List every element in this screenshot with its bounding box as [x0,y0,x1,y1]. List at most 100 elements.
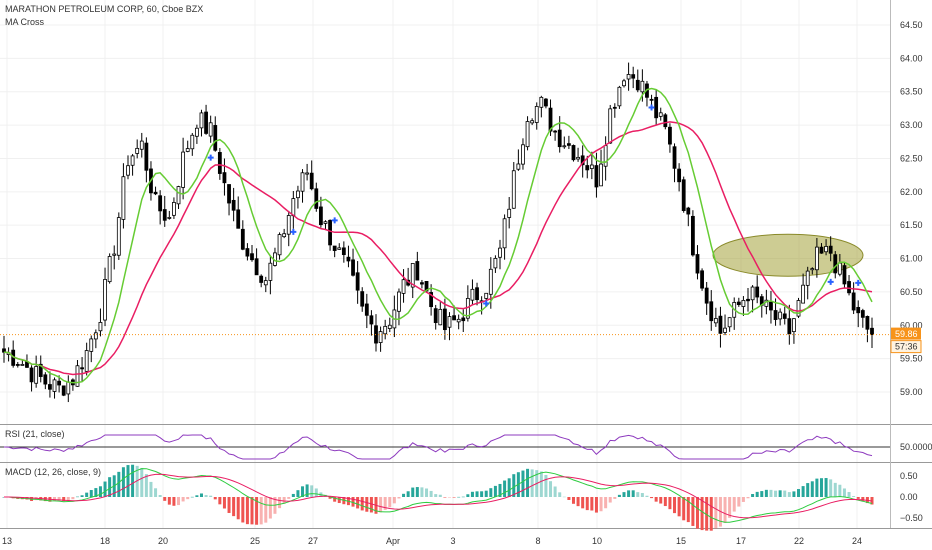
candle-body [475,287,479,301]
candle-body [433,308,438,324]
macd-histogram-bar [521,470,525,497]
macd-histogram-bar [438,494,442,497]
candle-body [865,316,870,330]
candle-body [778,311,783,320]
macd-histogram-bar [305,484,309,497]
candle-body [410,263,415,288]
candle-body [401,279,406,294]
macd-histogram-bar [383,497,387,510]
macd-histogram-bar [227,497,231,513]
candle-body [167,217,172,219]
candle-body [856,307,861,314]
candle-body [658,112,663,117]
candle-body [158,195,163,212]
macd-histogram-bar [728,497,732,518]
macd-signal-line [4,473,873,519]
candle-body [507,208,512,218]
rsi-label: RSI (21, close) [5,429,65,439]
candle-body [612,106,617,109]
candle-body [819,246,824,254]
candle-body [718,315,723,334]
macd-histogram-bar [691,497,695,526]
candle-body [622,80,626,87]
macd-histogram-bar [392,497,396,504]
candle-body [217,152,222,174]
macd-histogram-bar [199,493,203,497]
macd-histogram-bar [530,469,534,497]
candle-body [741,300,746,307]
price-tick-label: 63.50 [900,87,923,97]
macd-histogram-bar [801,486,805,497]
macd-histogram-bar [526,468,530,497]
macd-histogram-bar [218,497,222,505]
candle-body [194,127,199,137]
macd-histogram-bar [425,488,429,497]
candle-body [589,164,594,169]
time-tick-label: 22 [794,536,804,546]
macd-histogram-bar [108,477,112,497]
candle-body [25,361,29,368]
candle-body [176,186,181,205]
price-tick-label: 61.50 [900,220,923,230]
candle-body [847,281,851,294]
macd-histogram-bar [723,497,727,523]
candle-body [534,106,539,123]
macd-tick-label: 0.00 [900,492,918,502]
macd-histogram-bar [232,497,236,517]
rsi-level-label: 50.0000 [900,442,932,452]
candle-body [576,156,580,160]
candle-body [750,286,755,301]
macd-histogram-bar [140,467,144,497]
candle-body [502,218,507,249]
macd-histogram-bar [475,491,479,497]
time-tick-label: 8 [535,536,540,546]
candle-body [516,163,521,170]
ma-cross-marker [483,300,490,307]
macd-histogram-bar [608,497,612,503]
price-tick-label: 64.00 [900,53,923,63]
price-tick-label: 60.00 [900,320,923,330]
macd-histogram-bar [186,497,190,500]
candle-body [649,98,654,101]
macd-tick-label: −0.50 [900,513,923,523]
slow-ma-line [3,121,873,376]
macd-histogram-bar [351,497,355,507]
ma-cross-marker [331,217,338,224]
candle-body [259,275,264,283]
time-tick-label: Apr [386,536,400,546]
macd-histogram-bar [457,496,461,498]
macd-histogram-bar [241,497,245,523]
candle-body [566,143,571,146]
macd-histogram-bar [654,497,658,502]
candle-body [351,259,355,276]
candle-body [34,366,39,384]
candle-body [438,308,443,326]
macd-histogram-bar [847,492,851,497]
candle-body [38,363,43,377]
macd-histogram-bar [760,491,764,497]
macd-histogram-bar [411,487,415,497]
candle-body [700,270,704,289]
macd-histogram-bar [213,497,217,500]
candle-body [172,202,176,216]
macd-histogram-bar [562,496,566,498]
candle-body [107,256,112,283]
candle-body [746,298,750,302]
macd-histogram-bar [80,495,84,497]
macd-histogram-bar [264,497,268,523]
macd-histogram-bar [677,497,681,517]
macd-histogram-bar [806,483,810,497]
candle-body [268,262,273,281]
macd-histogram-bar [824,478,828,497]
countdown-tag [890,340,922,354]
candle-body [222,172,227,184]
macd-histogram-bar [636,492,640,497]
candle-body [98,322,103,332]
macd-histogram-bar [594,497,598,513]
candle-body [594,165,599,188]
macd-histogram-bar [686,497,690,523]
candle-body [498,247,502,258]
last-price-tag [891,327,921,340]
macd-histogram-bar [117,471,121,497]
